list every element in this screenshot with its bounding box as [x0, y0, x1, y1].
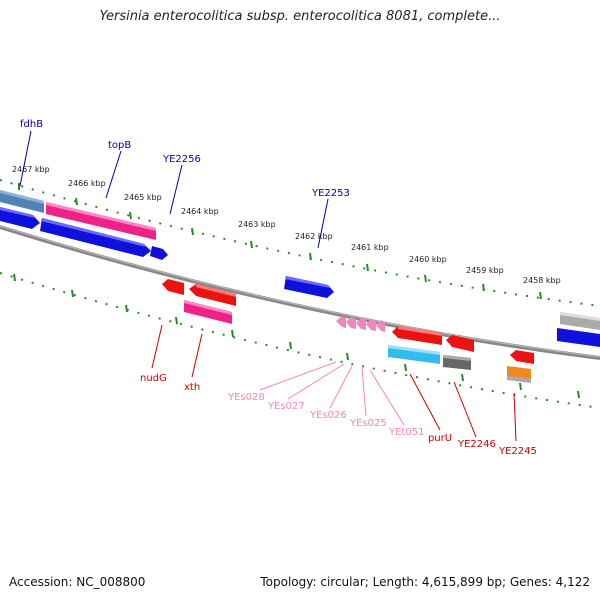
gene-label-yes026[interactable]: YEs026 [309, 410, 347, 421]
reverse-features [162, 279, 600, 383]
gene-label-fdhb[interactable]: fdhB [20, 119, 43, 130]
feature-srna-4[interactable] [366, 319, 376, 331]
gene-label-yes028[interactable]: YEs028 [227, 392, 265, 403]
gene-label-yes025[interactable]: YEs025 [349, 418, 387, 429]
topology-info: Topology: circular; Length: 4,615,899 bp… [260, 575, 590, 589]
inner-major-ticks [13, 273, 580, 399]
forward-gene-labels: fdhB topB YE2256 YE2253 [19, 119, 350, 249]
scale-label-2464: 2464 kbp [181, 207, 219, 216]
inner-scale-dots [0, 272, 600, 409]
feature-srna-1[interactable] [336, 316, 346, 328]
gene-label-ye2256[interactable]: YE2256 [162, 154, 201, 165]
gene-label-yes027[interactable]: YEs027 [267, 401, 305, 412]
gene-label-xth[interactable]: xth [184, 382, 200, 393]
feature-red-ye2246[interactable] [446, 335, 474, 352]
gene-label-nudg[interactable]: nudG [140, 373, 167, 384]
gene-label-ye2253[interactable]: YE2253 [311, 188, 350, 199]
gene-label-topb[interactable]: topB [108, 140, 131, 151]
feature-srna-5[interactable] [376, 320, 385, 332]
scale-label-2461: 2461 kbp [351, 243, 389, 252]
backbone-line [0, 225, 600, 360]
accession-info: Accession: NC_008800 [9, 575, 146, 589]
gene-label-ye2245[interactable]: YE2245 [498, 446, 537, 457]
gene-label-puru[interactable]: purU [428, 433, 452, 444]
feature-srna-2[interactable] [346, 317, 356, 329]
gene-label-yet051[interactable]: YEt051 [388, 427, 424, 438]
feature-blue-edge[interactable] [557, 328, 600, 347]
feature-orange[interactable] [507, 366, 531, 379]
scale-label-2463: 2463 kbp [238, 220, 276, 229]
feature-red-b[interactable] [189, 284, 236, 306]
forward-features [0, 190, 334, 298]
feature-srna-3[interactable] [356, 318, 366, 330]
scale-label-2467: 2467 kbp [12, 165, 50, 174]
map-title: Yersinia enterocolitica subsp. enterocol… [99, 9, 501, 24]
scale-label-2465: 2465 kbp [124, 193, 162, 202]
feature-red-ye2245[interactable] [510, 350, 534, 364]
scale-label-2458: 2458 kbp [523, 276, 561, 285]
scale-label-2466: 2466 kbp [68, 179, 106, 188]
gene-label-ye2246[interactable]: YE2246 [457, 439, 496, 450]
outer-major-ticks [18, 183, 542, 300]
feature-red-puru[interactable] [392, 326, 442, 345]
feature-blue-c[interactable] [150, 246, 168, 260]
feature-blue-a[interactable] [0, 207, 40, 229]
feature-gray-small[interactable] [507, 376, 531, 383]
scale-label-2459: 2459 kbp [466, 266, 504, 275]
feature-blue-b[interactable] [40, 218, 151, 257]
feature-red-nudg[interactable] [162, 279, 184, 295]
feature-blue-ye2253[interactable] [284, 276, 334, 298]
scale-label-2462: 2462 kbp [295, 232, 333, 241]
outer-scale-dots [0, 179, 600, 307]
scale-label-2460: 2460 kbp [409, 255, 447, 264]
reverse-gene-labels: nudG xth YEs028 YEs027 YEs026 YEs025 YEt… [140, 324, 537, 457]
